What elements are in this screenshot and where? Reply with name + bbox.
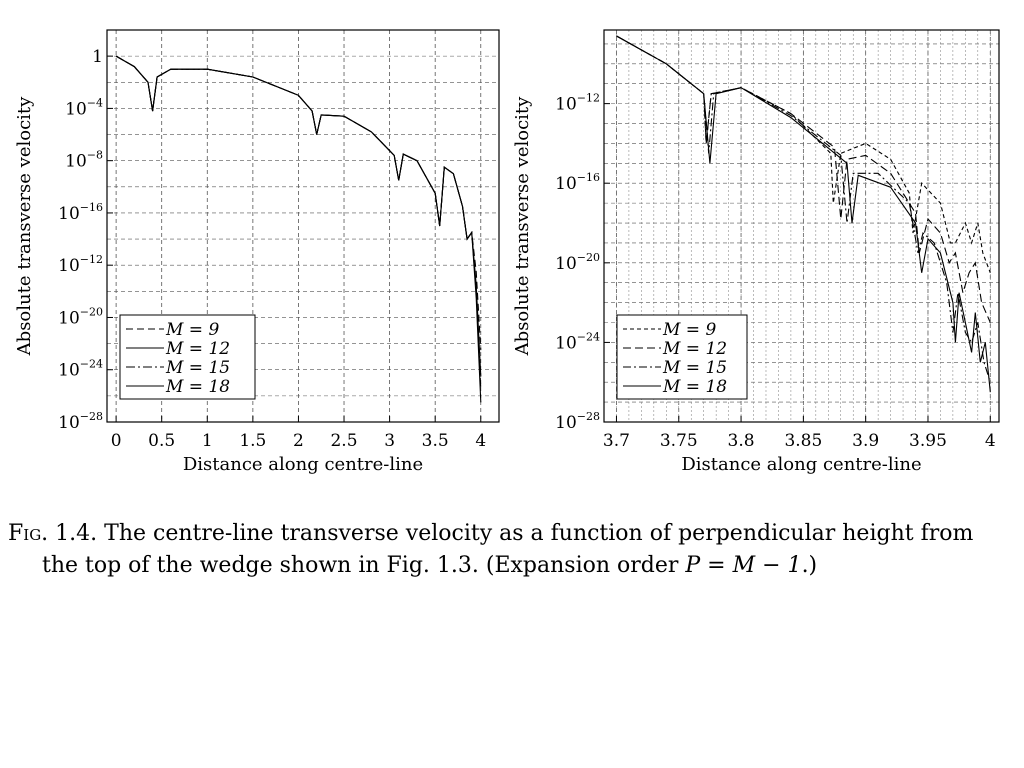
x-tick-label: 2 bbox=[293, 431, 304, 451]
plot-frame bbox=[106, 29, 500, 423]
y-tick-label: 10−12 bbox=[58, 253, 103, 276]
legend-entry: M = 15 bbox=[662, 358, 727, 378]
y-tick-label: 10−24 bbox=[555, 330, 600, 353]
legend-entry: M = 12 bbox=[662, 339, 727, 359]
x-tick-label: 4 bbox=[985, 431, 996, 451]
legend-entry: M = 15 bbox=[165, 358, 230, 378]
series-line-4 bbox=[115, 55, 482, 403]
x-tick-label: 3.7 bbox=[603, 431, 630, 451]
y-tick-label: 10−28 bbox=[555, 410, 600, 433]
x-tick-label: 0.5 bbox=[148, 431, 175, 451]
caption-fig-label: Fig. 1.4. bbox=[8, 521, 98, 546]
caption-line1: The centre-line transverse velocity as a… bbox=[104, 521, 974, 546]
y-tick-label: 10−20 bbox=[58, 305, 103, 328]
caption-line2-math: P = M − 1 bbox=[685, 553, 802, 578]
y-tick-label: 10−16 bbox=[58, 201, 103, 224]
x-tick-label: 0 bbox=[111, 431, 122, 451]
series-line-4 bbox=[616, 35, 991, 393]
y-tick-label: 1 bbox=[92, 47, 103, 67]
y-tick-label: 10−4 bbox=[65, 96, 103, 119]
legend-entry: M = 9 bbox=[662, 320, 716, 340]
y-tick-label: 10−28 bbox=[58, 410, 103, 433]
left-chart: 0 0.5 1 1.5 2 2.5 3 3.5 4 1 10−4 10−8 10−16 10−12 10−2… bbox=[14, 29, 500, 475]
y-axis-label: Absolute transverse velocity bbox=[14, 96, 35, 356]
legend-entry: M = 18 bbox=[165, 377, 230, 397]
x-tick-label: 3.8 bbox=[728, 431, 755, 451]
caption-line2-post: .) bbox=[801, 553, 818, 578]
x-tick-label: 3.85 bbox=[784, 431, 822, 451]
y-tick-label: 10−12 bbox=[555, 92, 600, 115]
x-axis-label: Distance along centre-line bbox=[681, 454, 921, 475]
legend-entry: M = 18 bbox=[662, 377, 727, 397]
x-tick-label: 3.5 bbox=[422, 431, 449, 451]
y-axis-label: Absolute transverse velocity bbox=[512, 96, 533, 356]
x-axis-label: Distance along centre-line bbox=[183, 454, 423, 475]
x-tick-label: 1 bbox=[202, 431, 213, 451]
x-tick-label: 3.75 bbox=[660, 431, 698, 451]
x-tick-label: 2.5 bbox=[330, 431, 357, 451]
grid-lines bbox=[107, 29, 499, 423]
legend-entry: M = 9 bbox=[165, 320, 219, 340]
figure: 0 0.5 1 1.5 2 2.5 3 3.5 4 1 10−4 10−8 10−16 10−12 10−2… bbox=[14, 29, 1000, 475]
legend: M = 9M = 12M = 15M = 18 bbox=[616, 314, 748, 400]
legend: M = 9M = 12M = 15M = 18 bbox=[119, 314, 256, 400]
right-chart: 3.7 3.75 3.8 3.85 3.9 3.95 4 10−12 10−16 10−20 10−… bbox=[512, 29, 1000, 475]
x-tick-label: 3.95 bbox=[909, 431, 947, 451]
series-line-3 bbox=[616, 35, 991, 383]
x-tick-label: 3.9 bbox=[852, 431, 879, 451]
y-tick-label: 10−16 bbox=[555, 171, 600, 194]
x-tick-label: 4 bbox=[475, 431, 486, 451]
series-line-1 bbox=[616, 35, 991, 273]
figure-caption: Fig. 1.4. The centre-line transverse vel… bbox=[8, 518, 1018, 582]
series-line-2 bbox=[616, 35, 991, 323]
y-tick-label: 10−24 bbox=[58, 358, 103, 381]
x-tick-label: 1.5 bbox=[239, 431, 266, 451]
x-tick-label: 3 bbox=[384, 431, 395, 451]
caption-line2-pre: the top of the wedge shown in Fig. 1.3. … bbox=[42, 553, 686, 578]
y-tick-label: 10−20 bbox=[555, 251, 600, 274]
plot-frame bbox=[603, 29, 1000, 423]
legend-entry: M = 12 bbox=[165, 339, 230, 359]
y-tick-label: 10−8 bbox=[65, 149, 103, 172]
